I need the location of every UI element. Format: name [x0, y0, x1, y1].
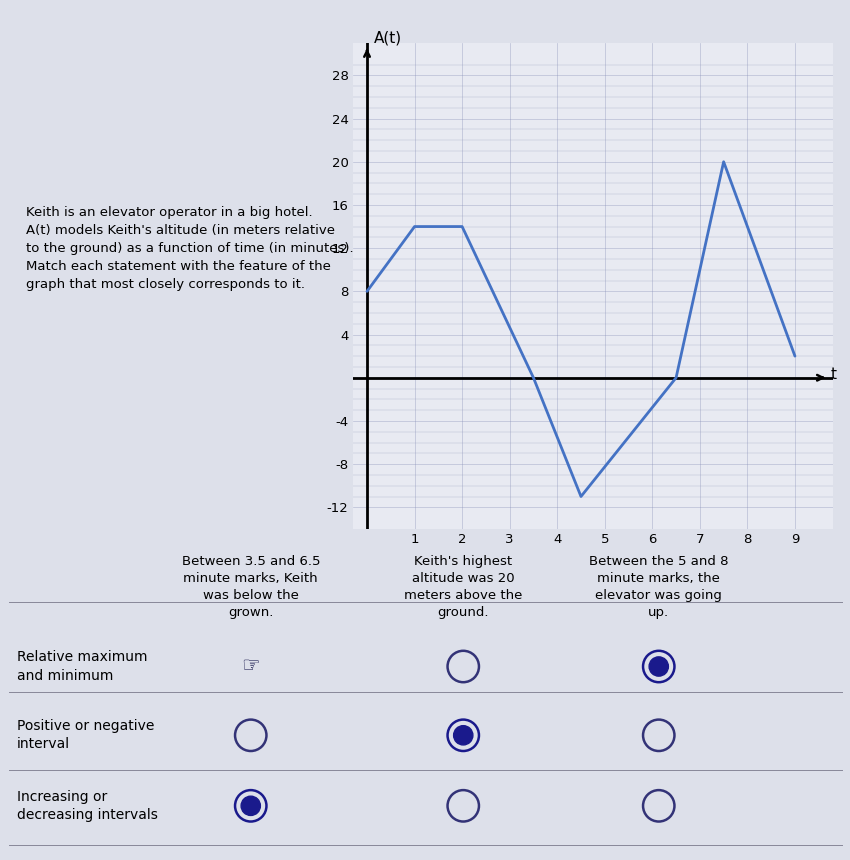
Text: A(t): A(t) [374, 30, 402, 46]
Text: Relative maximum
and minimum: Relative maximum and minimum [17, 650, 148, 683]
Text: Keith's highest
altitude was 20
meters above the
ground.: Keith's highest altitude was 20 meters a… [404, 555, 523, 618]
Text: Positive or negative
interval: Positive or negative interval [17, 719, 155, 752]
Text: Between the 5 and 8
minute marks, the
elevator was going
up.: Between the 5 and 8 minute marks, the el… [589, 555, 728, 618]
Text: Between 3.5 and 6.5
minute marks, Keith
was below the
grown.: Between 3.5 and 6.5 minute marks, Keith … [182, 555, 320, 618]
Text: Keith is an elevator operator in a big hotel.
A(t) models Keith's altitude (in m: Keith is an elevator operator in a big h… [26, 206, 353, 292]
Text: t: t [830, 367, 836, 382]
Text: ☞: ☞ [241, 656, 260, 677]
Circle shape [241, 796, 260, 815]
Text: Increasing or
decreasing intervals: Increasing or decreasing intervals [17, 789, 158, 822]
Circle shape [454, 726, 473, 745]
Circle shape [649, 657, 668, 676]
